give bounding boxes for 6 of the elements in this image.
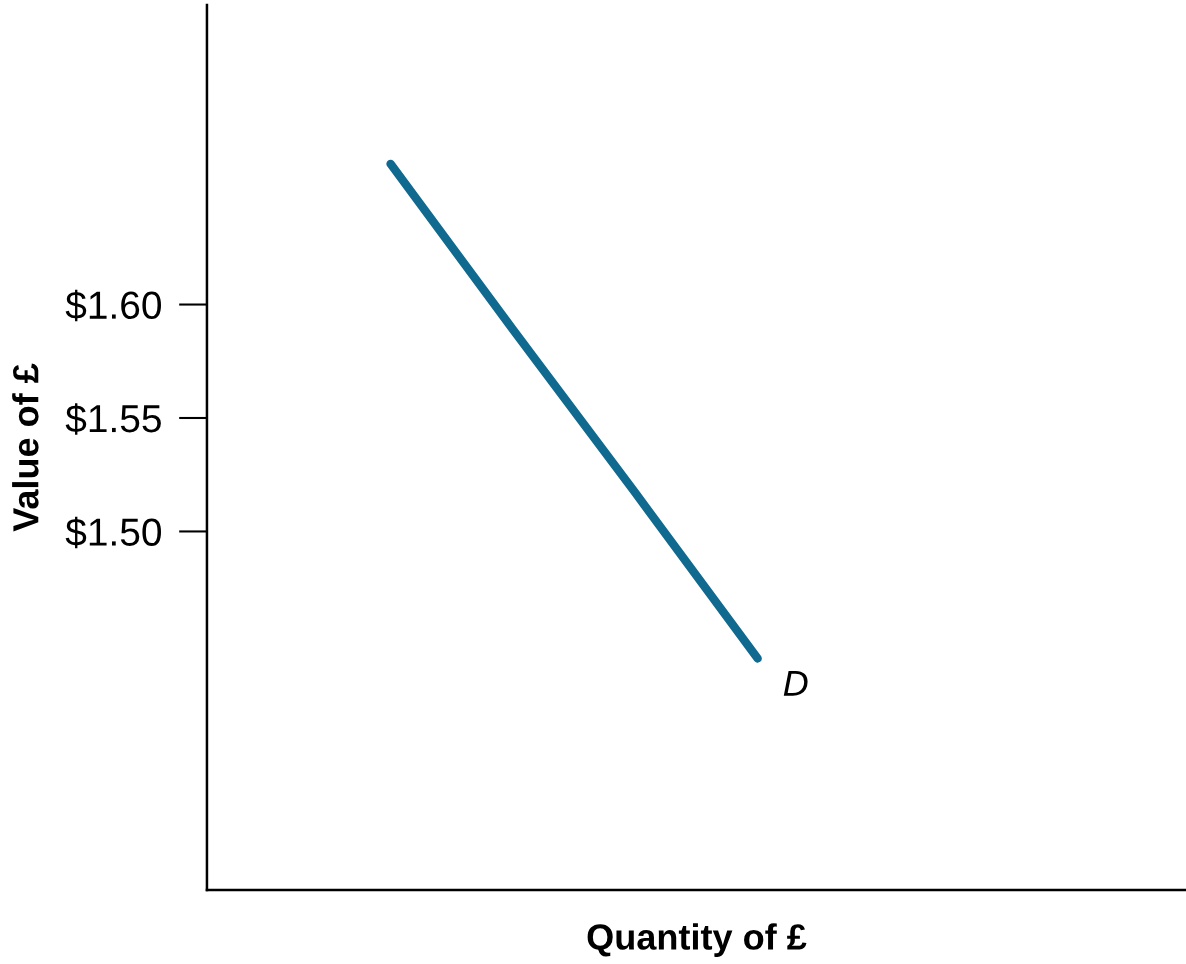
y-axis-title: Value of £: [12, 363, 39, 532]
y-tick-label: $1.60: [65, 289, 161, 322]
annotation: D: [783, 670, 808, 696]
x-axis-title: Quantity of £: [587, 923, 807, 957]
y-tick-label: $1.55: [65, 403, 161, 435]
y-tick-label: $1.50: [65, 516, 161, 549]
